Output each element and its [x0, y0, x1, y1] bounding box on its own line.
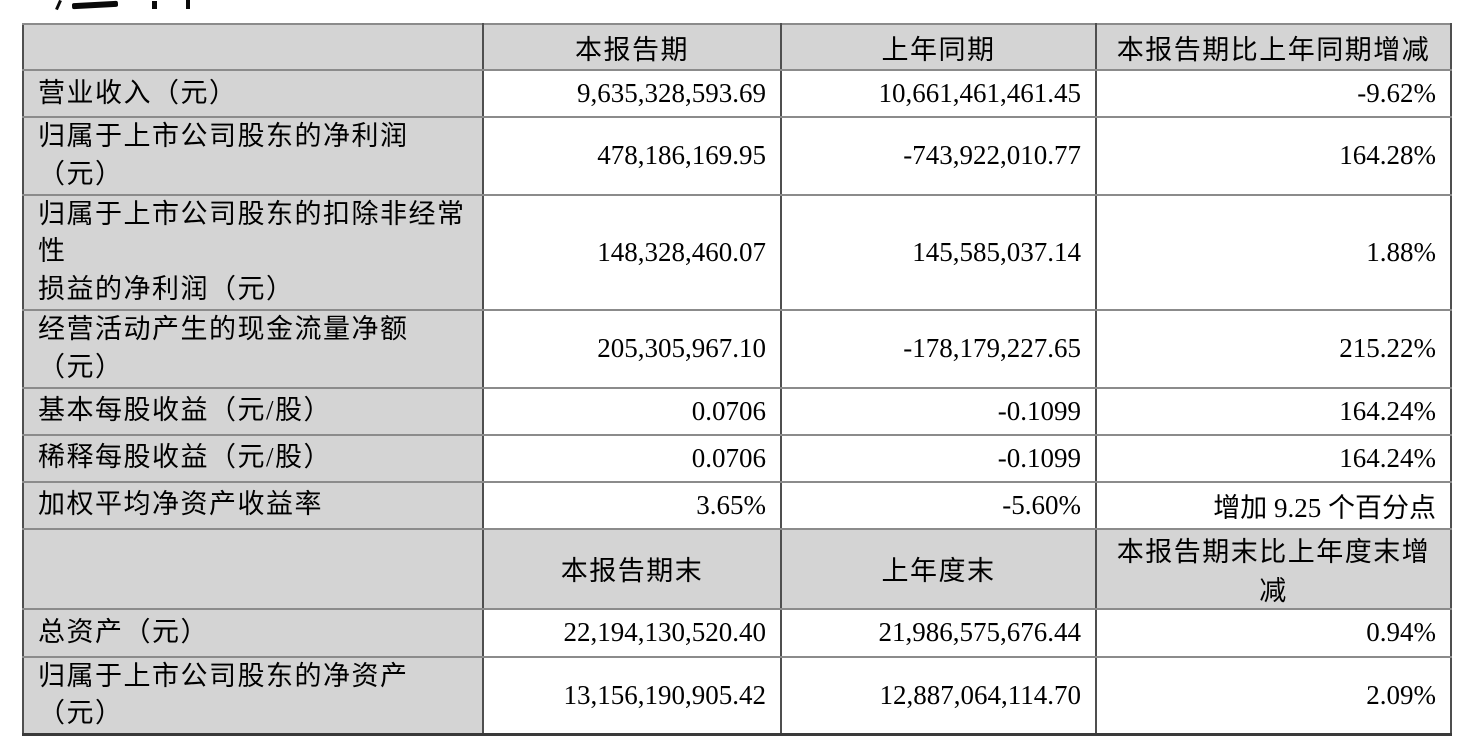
value-cell: -743,922,010.77 [780, 116, 1097, 196]
value-cell: 10,661,461,461.45 [780, 69, 1097, 118]
value-cell: 13,156,190,905.42 [482, 655, 782, 736]
row-label-net-assets: 归属于上市公司股东的净资产（元） [22, 655, 484, 736]
value-cell: 1.88% [1095, 193, 1452, 311]
table-row: 稀释每股收益（元/股） 0.0706 -0.1099 164.24% [22, 433, 1452, 483]
table-row: 加权平均净资产收益率 3.65% -5.60% 增加 9.25 个百分点 [22, 480, 1452, 530]
value-cell: -0.1099 [780, 433, 1097, 483]
row-label-net-profit: 归属于上市公司股东的净利润（元） [22, 116, 484, 196]
header-current-period: 本报告期 [482, 23, 782, 71]
value-cell: 145,585,037.14 [780, 193, 1097, 311]
value-cell: 215.22% [1095, 308, 1452, 389]
header-prior-period: 上年同期 [780, 23, 1097, 71]
value-cell: 0.0706 [482, 386, 782, 436]
table-header-row-period: 本报告期 上年同期 本报告期比上年同期增减 [22, 23, 1452, 71]
row-label-operating-cash-flow: 经营活动产生的现金流量净额（元） [22, 308, 484, 389]
table-row: 营业收入（元） 9,635,328,593.69 10,661,461,461.… [22, 69, 1452, 118]
clipped-glyph-bar [71, 0, 119, 10]
value-cell: 0.0706 [482, 433, 782, 483]
value-cell: 164.24% [1095, 386, 1452, 436]
value-cell: 164.24% [1095, 433, 1452, 483]
header-empty-cell [22, 23, 484, 71]
row-label-net-profit-excl-nonrecurring: 归属于上市公司股东的扣除非经常性 损益的净利润（元） [22, 193, 484, 311]
row-label-total-assets: 总资产（元） [22, 607, 484, 658]
value-cell: 148,328,460.07 [482, 193, 782, 311]
header-period-change: 本报告期比上年同期增减 [1095, 23, 1452, 71]
value-cell: 增加 9.25 个百分点 [1095, 480, 1452, 530]
table-row: 归属于上市公司股东的净利润（元） 478,186,169.95 -743,922… [22, 116, 1452, 196]
clipped-glyph-tick [186, 0, 190, 9]
header-empty-cell [22, 527, 484, 610]
value-cell: 478,186,169.95 [482, 116, 782, 196]
value-cell: 9,635,328,593.69 [482, 69, 782, 118]
value-cell: 164.28% [1095, 116, 1452, 196]
table-row: 总资产（元） 22,194,130,520.40 21,986,575,676.… [22, 607, 1452, 658]
table-row: 经营活动产生的现金流量净额（元） 205,305,967.10 -178,179… [22, 308, 1452, 389]
table-row: 归属于上市公司股东的扣除非经常性 损益的净利润（元） 148,328,460.0… [22, 193, 1452, 311]
value-cell: 22,194,130,520.40 [482, 607, 782, 658]
clipped-glyph-dot [152, 1, 157, 9]
financial-summary-table: 本报告期 上年同期 本报告期比上年同期增减 营业收入（元） 9,635,328,… [22, 23, 1452, 736]
value-cell: -9.62% [1095, 69, 1452, 118]
value-cell: 21,986,575,676.44 [780, 607, 1097, 658]
header-period-end-change: 本报告期末比上年度末增减 [1095, 527, 1452, 610]
header-prior-year-end: 上年度末 [780, 527, 1097, 610]
table-row: 基本每股收益（元/股） 0.0706 -0.1099 164.24% [22, 386, 1452, 436]
clipped-glyph-stroke [55, 0, 62, 11]
value-cell: -178,179,227.65 [780, 308, 1097, 389]
value-cell: 2.09% [1095, 655, 1452, 736]
value-cell: 0.94% [1095, 607, 1452, 658]
row-label-basic-eps: 基本每股收益（元/股） [22, 386, 484, 436]
row-label-diluted-eps: 稀释每股收益（元/股） [22, 433, 484, 483]
header-current-period-end: 本报告期末 [482, 527, 782, 610]
table-header-row-period-end: 本报告期末 上年度末 本报告期末比上年度末增减 [22, 527, 1452, 610]
value-cell: 3.65% [482, 480, 782, 530]
value-cell: 12,887,064,114.70 [780, 655, 1097, 736]
row-label-weighted-avg-roe: 加权平均净资产收益率 [22, 480, 484, 530]
table-row: 归属于上市公司股东的净资产（元） 13,156,190,905.42 12,88… [22, 655, 1452, 736]
value-cell: -5.60% [780, 480, 1097, 530]
value-cell: -0.1099 [780, 386, 1097, 436]
value-cell: 205,305,967.10 [482, 308, 782, 389]
row-label-revenue: 营业收入（元） [22, 69, 484, 118]
